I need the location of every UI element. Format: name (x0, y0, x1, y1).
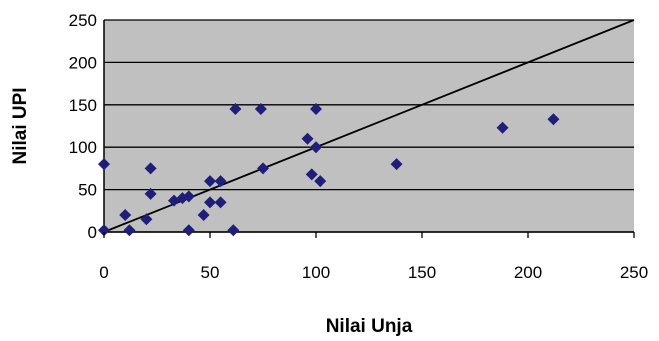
y-tick-label: 0 (88, 223, 97, 242)
data-point (390, 158, 403, 171)
data-point (119, 209, 132, 222)
data-point (214, 175, 227, 188)
y-tick-label: 200 (69, 53, 97, 72)
x-tick-label: 250 (620, 263, 648, 282)
x-tick-label: 50 (201, 263, 220, 282)
data-point (204, 175, 216, 188)
x-tick-label: 200 (514, 263, 542, 282)
data-point (310, 141, 322, 154)
y-axis-ticks: 0 50 100 150 200 250 (69, 11, 97, 242)
data-points (98, 103, 560, 237)
x-tick-label: 100 (302, 263, 330, 282)
y-tick-label: 150 (69, 96, 97, 115)
data-point (305, 168, 318, 181)
data-point (257, 162, 269, 175)
x-tick-label: 150 (408, 263, 436, 282)
y-tick-label: 50 (78, 181, 97, 200)
data-point (140, 213, 153, 226)
y-tick-label: 250 (69, 11, 97, 30)
data-point (123, 224, 136, 237)
y-tick-label: 100 (69, 138, 97, 157)
data-point (314, 175, 327, 188)
data-point (227, 224, 240, 237)
data-point (214, 196, 227, 209)
x-tick-label: 0 (99, 263, 108, 282)
data-point (496, 121, 509, 134)
data-point (547, 113, 560, 126)
y-axis-title: Nilai UPI (10, 87, 31, 164)
data-point (197, 209, 210, 222)
data-point (254, 103, 267, 116)
data-point (98, 224, 110, 237)
data-point (229, 103, 242, 116)
data-point (204, 196, 216, 209)
data-point (182, 224, 195, 237)
data-point (310, 103, 322, 116)
x-axis-title: Nilai Unja (326, 316, 413, 337)
data-point (301, 132, 314, 145)
data-point (98, 158, 110, 171)
data-point (182, 190, 195, 203)
data-point (144, 187, 157, 200)
data-point (144, 162, 157, 175)
x-axis-ticks: 0 50 100 150 200 250 (99, 232, 648, 282)
